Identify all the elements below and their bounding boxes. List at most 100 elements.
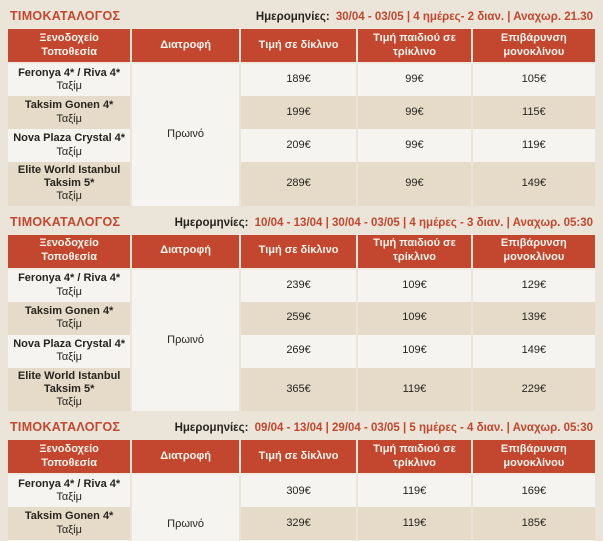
- price-table-section-3: ΤΙΜΟΚΑΤΑΛΟΓΟΣ Ημερομηνίες: 09/04 - 13/04…: [8, 411, 595, 541]
- table-row: Taksim Gonen 4* Ταξίμ 329€ 119€ 185€: [8, 507, 595, 541]
- dates-value: 30/04 - 03/05 | 4 ημέρες- 2 διαν. | Αναχ…: [335, 11, 593, 23]
- hotel-cell: Taksim Gonen 4* Ταξίμ: [8, 507, 132, 541]
- dates-label: Ημερομηνίες:: [174, 422, 249, 435]
- price-double: 239€: [238, 268, 358, 302]
- hotel-name: Feronya 4* / Riva 4*: [18, 477, 121, 490]
- hotel-name: Taksim Gonen 4*: [24, 99, 114, 112]
- price-single: 119€: [470, 129, 595, 162]
- price-double: 309€: [238, 474, 358, 508]
- hotel-name: Taksim Gonen 4*: [24, 304, 114, 317]
- table-title-bar: ΤΙΜΟΚΑΤΑΛΟΓΟΣ Ημερομηνίες: 30/04 - 03/05…: [8, 0, 595, 29]
- price-single: 129€: [470, 268, 595, 302]
- hotel-location: Ταξίμ: [56, 285, 82, 298]
- hotel-cell: Elite World Istanbul Taksim 5* Ταξίμ: [8, 162, 132, 206]
- hotel-name: Nova Plaza Crystal 4*: [13, 132, 126, 145]
- price-double: 209€: [238, 129, 358, 162]
- table-row: Taksim Gonen 4* Ταξίμ 199€ 99€ 115€: [8, 96, 595, 129]
- price-double: 199€: [238, 96, 358, 129]
- hotel-name: Elite World Istanbul Taksim 5*: [17, 369, 121, 395]
- table-header-row: Ξενοδοχείο Τοποθεσία Διατροφή Τιμή σε δί…: [8, 29, 595, 64]
- price-single: 149€: [470, 334, 595, 368]
- price-child: 119€: [356, 367, 472, 412]
- hotel-cell: Taksim Gonen 4* Ταξίμ: [8, 96, 132, 129]
- meal-cell: Πρωινό: [130, 63, 240, 206]
- price-single: 149€: [470, 162, 595, 206]
- meal-cell: Πρωινό: [130, 268, 240, 412]
- column-header-child: Τιμή παιδιού σε τρίκλινο: [356, 440, 472, 476]
- column-header-meal: Διατροφή: [130, 440, 240, 476]
- column-header-single: Επιβάρυνση μονοκλίνου: [470, 234, 595, 270]
- price-child: 99€: [356, 162, 472, 206]
- table-header-row: Ξενοδοχείο Τοποθεσία Διατροφή Τιμή σε δί…: [8, 234, 595, 270]
- price-table-section-1: ΤΙΜΟΚΑΤΑΛΟΓΟΣ Ημερομηνίες: 30/04 - 03/05…: [8, 0, 595, 206]
- hotel-name: Nova Plaza Crystal 4*: [13, 337, 126, 350]
- price-child: 109€: [356, 301, 472, 335]
- dates-value: 09/04 - 13/04 | 29/04 - 03/05 | 5 ημέρες…: [254, 422, 593, 435]
- dates-info: Ημερομηνίες: 10/04 - 13/04 | 30/04 - 03/…: [175, 217, 593, 229]
- price-single: 139€: [470, 301, 595, 335]
- dates-value: 10/04 - 13/04 | 30/04 - 03/05 | 4 ημέρες…: [254, 216, 593, 229]
- hotel-cell: Nova Plaza Crystal 4* Ταξίμ: [8, 129, 132, 162]
- hotel-location: Ταξίμ: [56, 318, 82, 331]
- price-single: 185€: [470, 507, 595, 541]
- price-double: 329€: [238, 507, 358, 541]
- price-single: 105€: [470, 63, 595, 96]
- dates-label: Ημερομηνίες:: [174, 216, 249, 229]
- price-child: 99€: [356, 63, 472, 96]
- price-table: Ξενοδοχείο Τοποθεσία Διατροφή Τιμή σε δί…: [8, 29, 595, 206]
- price-double: 189€: [238, 63, 358, 96]
- price-child: 99€: [356, 129, 472, 162]
- hotel-location: Ταξίμ: [56, 523, 82, 536]
- price-double: 365€: [238, 367, 358, 412]
- column-header-child: Τιμή παιδιού σε τρίκλινο: [356, 234, 472, 270]
- table-row: Nova Plaza Crystal 4* Ταξίμ 209€ 99€ 119…: [8, 129, 595, 162]
- price-child: 109€: [356, 268, 472, 302]
- hotel-location: Ταξίμ: [56, 112, 82, 125]
- hotel-name: Feronya 4* / Riva 4*: [18, 66, 121, 79]
- column-header-double: Τιμή σε δίκλινο: [238, 234, 358, 270]
- table-title-bar: ΤΙΜΟΚΑΤΑΛΟΓΟΣ Ημερομηνίες: 10/04 - 13/04…: [8, 206, 595, 235]
- price-child: 119€: [356, 507, 472, 541]
- column-header-hotel: Ξενοδοχείο Τοποθεσία: [8, 29, 132, 64]
- price-single: 169€: [470, 474, 595, 508]
- price-double: 259€: [238, 301, 358, 335]
- hotel-name: Taksim Gonen 4*: [24, 510, 114, 523]
- price-list-title: ΤΙΜΟΚΑΤΑΛΟΓΟΣ: [10, 214, 121, 229]
- dates-info: Ημερομηνίες: 09/04 - 13/04 | 29/04 - 03/…: [175, 422, 593, 434]
- price-double: 269€: [238, 334, 358, 368]
- hotel-cell: Feronya 4* / Riva 4* Ταξίμ: [8, 268, 132, 302]
- price-single: 229€: [470, 367, 595, 412]
- table-row: Nova Plaza Crystal 4* Ταξίμ 269€ 109€ 14…: [8, 334, 595, 368]
- column-header-single: Επιβάρυνση μονοκλίνου: [470, 440, 595, 476]
- table-header-row: Ξενοδοχείο Τοποθεσία Διατροφή Τιμή σε δί…: [8, 440, 595, 476]
- hotel-cell: Feronya 4* / Riva 4* Ταξίμ: [8, 474, 132, 508]
- table-row: Feronya 4* / Riva 4* Ταξίμ Πρωινό 239€ 1…: [8, 268, 595, 412]
- price-table: Ξενοδοχείο Τοποθεσία Διατροφή Τιμή σε δί…: [8, 234, 595, 412]
- column-header-child: Τιμή παιδιού σε τρίκλινο: [356, 29, 472, 64]
- meal-cell: Πρωινό: [130, 474, 240, 541]
- price-table: Ξενοδοχείο Τοποθεσία Διατροφή Τιμή σε δί…: [8, 440, 595, 541]
- hotel-cell: Feronya 4* / Riva 4* Ταξίμ: [8, 63, 132, 96]
- hotel-location: Ταξίμ: [56, 80, 82, 92]
- table-row: Elite World Istanbul Taksim 5* Ταξίμ 365…: [8, 367, 595, 412]
- dates-label: Ημερομηνίες:: [255, 11, 330, 23]
- table-row: Feronya 4* / Riva 4* Ταξίμ Πρωινό 189€ 9…: [8, 63, 595, 206]
- price-list-title: ΤΙΜΟΚΑΤΑΛΟΓΟΣ: [10, 9, 121, 23]
- column-header-single: Επιβάρυνση μονοκλίνου: [470, 29, 595, 64]
- column-header-meal: Διατροφή: [130, 234, 240, 270]
- hotel-location: Ταξίμ: [56, 351, 82, 364]
- dates-info: Ημερομηνίες: 30/04 - 03/05 | 4 ημέρες- 2…: [256, 11, 593, 23]
- price-table-section-2: ΤΙΜΟΚΑΤΑΛΟΓΟΣ Ημερομηνίες: 10/04 - 13/04…: [8, 206, 595, 412]
- table-row: Feronya 4* / Riva 4* Ταξίμ Πρωινό 309€ 1…: [8, 474, 595, 541]
- table-row: Taksim Gonen 4* Ταξίμ 259€ 109€ 139€: [8, 301, 595, 335]
- hotel-location: Ταξίμ: [56, 395, 82, 408]
- table-row: Elite World Istanbul Taksim 5* Ταξίμ 289…: [8, 162, 595, 206]
- column-header-hotel: Ξενοδοχείο Τοποθεσία: [8, 234, 132, 270]
- column-header-double: Τιμή σε δίκλινο: [238, 440, 358, 476]
- price-list-title: ΤΙΜΟΚΑΤΑΛΟΓΟΣ: [10, 420, 121, 435]
- column-header-hotel: Ξενοδοχείο Τοποθεσία: [8, 440, 132, 476]
- price-child: 99€: [356, 96, 472, 129]
- hotel-cell: Elite World Istanbul Taksim 5* Ταξίμ: [8, 367, 132, 412]
- hotel-cell: Taksim Gonen 4* Ταξίμ: [8, 301, 132, 335]
- hotel-location: Ταξίμ: [56, 491, 82, 504]
